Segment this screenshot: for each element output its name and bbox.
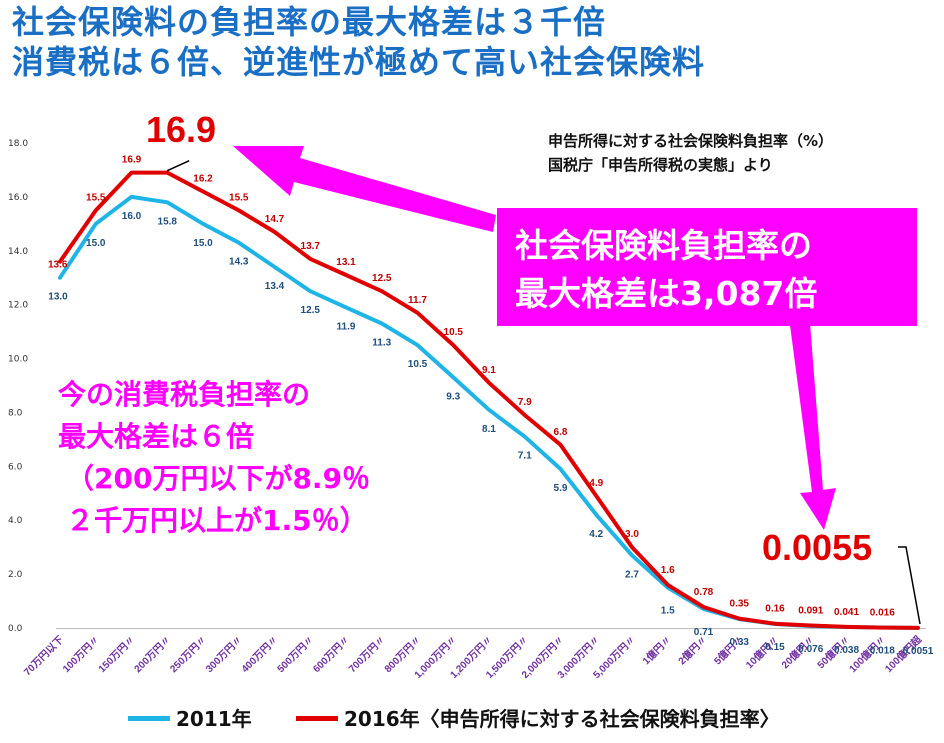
x-tick-label: 1億円〃 [640,633,674,667]
y-tick-label: 8.0 [8,408,23,418]
data-label-2011年: 15.0 [193,238,213,249]
data-label-2016年: 0.041 [834,607,859,618]
y-tick-label: 4.0 [8,516,23,526]
x-tick-label: 70万円以下 [21,634,66,679]
data-label-2016年: 15.5 [86,192,106,203]
data-label-2016年: 6.8 [554,427,568,438]
data-label-2011年: 10.5 [408,359,428,370]
y-tick-label: 16.0 [8,193,28,203]
data-label-2011年: 0.71 [694,627,714,638]
x-tick-label: 250万円〃 [168,634,209,675]
legend-label-2016: 2016年〈申告所得に対する社会保険料負担率〉 [344,707,780,731]
consumption-note-line-1: 今の消費税負担率の [58,378,311,411]
x-tick-label: 150万円〃 [96,634,137,675]
x-tick-label: 200万円〃 [132,634,173,675]
callout-arrow-max [233,146,496,232]
data-label-2016年: 16.9 [122,155,142,166]
max-value-callout: 16.9 [146,109,217,150]
y-tick-label: 18.0 [8,139,28,149]
consumption-note-line-4: ２千万円以上が1.5％） [66,504,368,537]
data-label-2016年: 3.0 [625,529,639,540]
y-tick-label: 0.0 [8,624,23,634]
data-label-2016年: 7.9 [518,397,532,408]
headline-line-2: 消費税は６倍、逆進性が極めて高い社会保険料 [12,43,706,81]
callout-arrow-min [790,323,836,530]
data-label-2016年: 0.16 [765,604,785,615]
data-label-2016年: 0.016 [870,608,895,619]
x-tick-label: 500万円〃 [275,634,316,675]
y-tick-label: 14.0 [8,247,28,257]
data-label-2011年: 0.076 [798,644,823,655]
y-tick-label: 10.0 [8,355,28,365]
y-tick-label: 6.0 [8,462,23,472]
data-label-2016年: 10.5 [444,327,464,338]
data-label-2011年: 0.15 [765,642,785,653]
consumption-note-line-2: 最大格差は６倍 [58,420,255,453]
data-label-2011年: 0.038 [834,645,859,656]
data-label-2011年: 8.1 [482,424,496,435]
callout-box-line-1: 社会保険料負担率の [515,226,812,265]
data-label-2011年: 12.5 [301,305,321,316]
data-label-2016年: 1.6 [661,565,675,576]
data-label-2011年: 13.0 [48,292,68,303]
data-label-2011年: 7.1 [518,451,532,462]
headline-line-1: 社会保険料の負担率の最大格差は３千倍 [12,3,607,41]
x-tick-label: 100万円〃 [60,634,101,675]
data-label-2011年: 11.9 [337,321,356,332]
max-leader-line [166,159,190,172]
data-label-2011年: 0.33 [730,637,750,648]
data-label-2016年: 4.9 [589,478,603,489]
x-tick-label: 300万円〃 [203,634,244,675]
data-label-2016年: 16.2 [193,174,213,185]
data-label-2016年: 14.7 [265,214,285,225]
data-label-2016年: 0.35 [730,599,750,610]
data-label-2011年: 0.0051 [903,646,934,657]
data-label-2011年: 1.5 [661,606,675,617]
data-label-2011年: 0.018 [870,646,895,657]
data-label-2011年: 14.3 [229,257,249,268]
legend-label-2011: 2011年 [176,707,252,731]
data-label-2016年: 0.78 [694,587,714,598]
series-line-2016年 [58,170,920,630]
x-tick-label: 400万円〃 [239,634,280,675]
y-tick-label: 12.0 [8,301,28,311]
data-label-2016年: 13.7 [301,241,321,252]
data-label-2016年: 13.1 [336,257,356,268]
x-tick-label: 700万円〃 [346,634,387,675]
legend-item-2016: 2016年〈申告所得に対する社会保険料負担率〉 [296,709,780,729]
y-tick-label: 2.0 [8,570,23,580]
callout-box-line-2: 最大格差は3,087倍 [515,274,818,313]
consumption-note-line-3: （200万円以下が8.9％ [66,462,371,495]
min-leader-line [898,546,921,625]
source-note-line-1: 申告所得に対する社会保険料負担率（%） [548,132,834,150]
data-label-2011年: 9.3 [446,391,460,402]
data-label-2011年: 11.3 [372,338,391,349]
data-label-2011年: 15.8 [158,216,178,227]
data-label-2011年: 13.4 [265,281,285,292]
legend-swatch-2016 [296,716,338,721]
data-label-2011年: 16.0 [122,211,142,222]
legend-swatch-2011 [128,716,170,721]
x-tick-label: 2億円〃 [675,633,709,667]
data-label-2011年: 2.7 [625,569,639,580]
x-tick-label: 600万円〃 [311,634,352,675]
data-label-2011年: 4.2 [589,529,603,540]
data-label-2016年: 15.5 [229,192,249,203]
data-label-2016年: 9.1 [482,365,496,376]
max-gap-callout-box: 社会保険料負担率の 最大格差は3,087倍 [497,208,917,326]
data-label-2016年: 13.6 [48,260,68,271]
data-label-2016年: 12.5 [372,273,392,284]
data-label-2011年: 15.0 [86,238,106,249]
data-label-2016年: 11.7 [408,295,427,306]
consumption-tax-note: 今の消費税負担率の 最大格差は６倍 （200万円以下が8.9％ ２千万円以上が1… [58,374,370,542]
data-label-2011年: 5.9 [554,483,568,494]
data-label-2016年: 0.091 [798,606,823,617]
source-note-line-2: 国税庁「申告所得税の実態」より [548,156,773,174]
min-value-callout: 0.0055 [762,527,873,568]
legend-item-2011: 2011年 [128,709,252,729]
